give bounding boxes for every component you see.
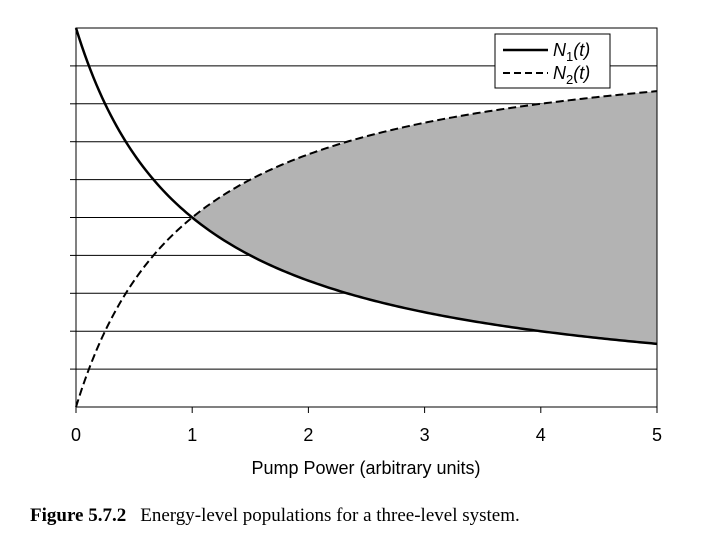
shaded-region <box>192 91 657 344</box>
x-tick-label-0: 0 <box>71 425 81 445</box>
x-tick-label-4: 4 <box>536 425 546 445</box>
x-tick-label-2: 2 <box>303 425 313 445</box>
legend-n2-main: N <box>553 63 567 83</box>
series-line-n1 <box>74 27 658 346</box>
plot-frame <box>70 27 658 408</box>
legend-label-n1: N1(t) <box>553 40 590 64</box>
legend-n1-sub: 1 <box>566 49 573 64</box>
legend-n1-arg: (t) <box>573 40 590 60</box>
legend-label-n2: N2(t) <box>553 63 590 87</box>
x-tick-label-5: 5 <box>652 425 662 445</box>
x-tick-label-1: 1 <box>187 425 197 445</box>
x-axis-label: Pump Power (arbitrary units) <box>251 458 480 478</box>
figure-caption-label: Figure 5.7.2 <box>30 505 127 526</box>
legend-n1-main: N <box>553 40 567 60</box>
figure-caption: Figure 5.7.2 Energy-level populations for… <box>30 505 520 527</box>
series-line-n2 <box>75 90 658 408</box>
shaded-region-group <box>192 91 657 344</box>
legend: N1(t) N2(t) <box>494 33 611 89</box>
legend-box <box>494 33 611 89</box>
legend-n2-arg: (t) <box>573 63 590 83</box>
figure-caption-text: Energy-level populations for a three-lev… <box>140 505 520 526</box>
series-lines <box>74 27 658 408</box>
x-ticks: 0 1 2 3 4 5 <box>71 407 662 445</box>
x-tick-label-3: 3 <box>420 425 430 445</box>
legend-n2-sub: 2 <box>566 72 573 87</box>
